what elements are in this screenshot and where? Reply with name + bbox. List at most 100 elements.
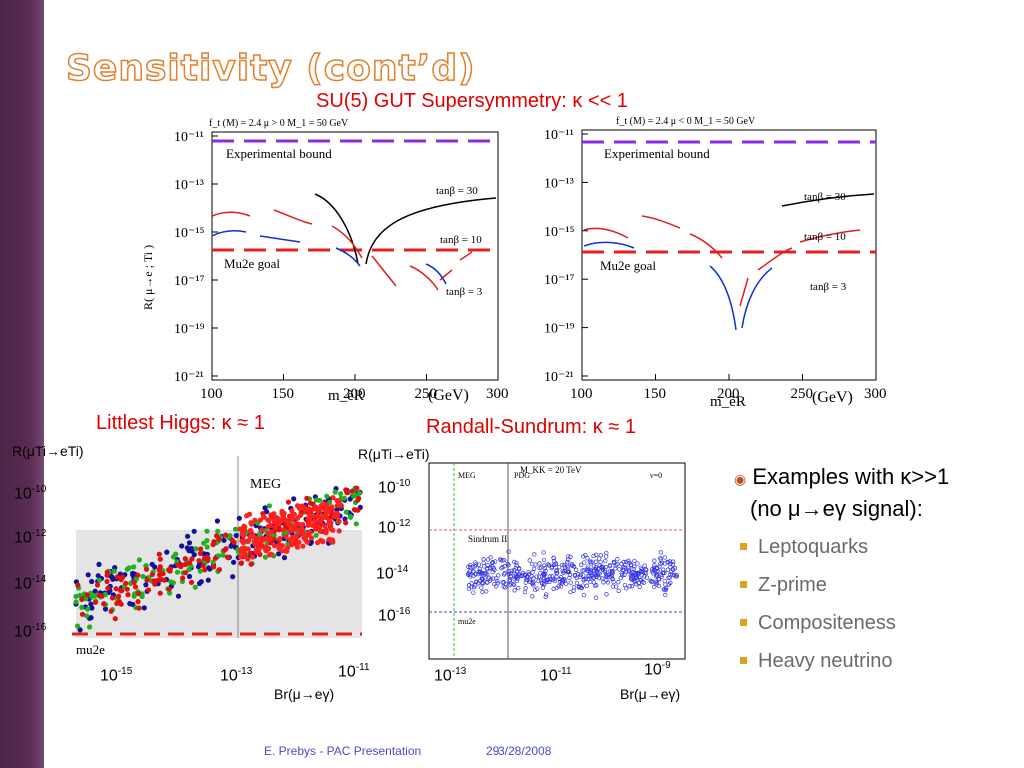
- footer-date: 3/28/2008: [498, 744, 552, 758]
- scatter-point: [85, 606, 91, 612]
- scatter-point: [303, 537, 309, 543]
- rs-point: [632, 558, 637, 564]
- rs-point: [621, 565, 626, 570]
- rs-point: [485, 563, 490, 568]
- scatter-point: [268, 529, 274, 535]
- scatter-point: [255, 548, 261, 554]
- rs-point: [541, 557, 547, 563]
- rs-point: [660, 560, 665, 566]
- rs-point: [566, 554, 571, 559]
- scatter-point: [230, 574, 236, 580]
- rs-point: [643, 570, 649, 576]
- scatter-point: [212, 555, 218, 561]
- rs-point: [603, 564, 609, 570]
- scatter-point: [75, 623, 81, 629]
- exp-bound-label: Experimental bound: [226, 146, 332, 161]
- scatter-point: [333, 511, 339, 517]
- scatter-point: [108, 608, 114, 614]
- rs-point: [494, 576, 499, 581]
- rs-point: [616, 588, 621, 593]
- rs-point: [604, 592, 609, 597]
- x-tick-label: 300: [486, 386, 509, 402]
- scatter-point: [152, 564, 158, 570]
- rs-point: [596, 566, 601, 571]
- scatter-point: [221, 537, 227, 543]
- rs-point: [603, 558, 608, 564]
- slide-title: Sensitivity (cont’d): [65, 47, 476, 90]
- rs-point: [591, 575, 596, 581]
- scatter-point: [344, 490, 350, 496]
- scatter-point: [211, 564, 217, 570]
- rs-point: [650, 569, 655, 574]
- rs-point: [597, 576, 602, 581]
- scatter-point: [355, 507, 361, 513]
- rs-point: [550, 577, 556, 583]
- scatter-point: [293, 520, 299, 526]
- scatter-point: [262, 505, 268, 511]
- rs-point: [544, 579, 549, 585]
- scatter-point: [204, 538, 210, 544]
- scatter-point: [240, 533, 247, 539]
- list-item: Z-prime: [734, 566, 1014, 604]
- rs-point: [617, 567, 622, 572]
- rs-point: [506, 563, 511, 568]
- list-item: Heavy neutrino: [734, 642, 1014, 680]
- curves-blue-right: [583, 241, 773, 331]
- rs-point: [652, 584, 657, 590]
- rs-point: [530, 570, 535, 575]
- rs-pdg-label: PDG: [514, 471, 530, 480]
- rs-point: [554, 570, 559, 576]
- scatter-point: [89, 605, 95, 611]
- rs-point: [496, 573, 501, 578]
- scatter-point: [271, 511, 277, 517]
- scatter-point: [262, 554, 268, 560]
- scatter-points: [73, 485, 363, 633]
- rs-point: [485, 580, 490, 585]
- scatter-point: [237, 526, 243, 532]
- susy-header: SU(5) GUT Supersymmetry: κ << 1: [316, 90, 628, 112]
- scatter-point: [349, 488, 355, 494]
- scatter-point: [197, 568, 203, 574]
- y-tick-label: 10⁻¹¹: [544, 128, 574, 143]
- rs-point: [519, 573, 524, 579]
- rs-point: [517, 573, 522, 578]
- rs-mu2e-label: mu2e: [458, 617, 476, 626]
- rs-point: [581, 573, 586, 578]
- rs-point: [670, 559, 676, 564]
- rs-point: [668, 572, 673, 577]
- scatter-point: [149, 571, 155, 578]
- rs-point: [578, 562, 584, 567]
- scatter-point: [104, 569, 110, 575]
- rs-point: [600, 567, 606, 573]
- rs-point: [581, 592, 587, 598]
- scatter-point: [110, 576, 116, 582]
- scatter-point: [113, 586, 119, 592]
- rs-point: [594, 552, 599, 557]
- rs-point: [619, 561, 624, 567]
- scatter-point: [139, 591, 145, 597]
- rs-point: [526, 569, 531, 575]
- rs-point: [468, 574, 473, 579]
- rs-point: [541, 571, 547, 576]
- rs-point: [636, 570, 642, 576]
- rs-point: [472, 564, 478, 569]
- scatter-point: [236, 515, 242, 521]
- scatter-point: [210, 559, 216, 565]
- scatter-point: [242, 524, 248, 530]
- y-tick-label: 10⁻¹⁵: [174, 226, 205, 241]
- rs-point: [653, 574, 659, 579]
- y-tick-label: 10⁻¹³: [174, 178, 204, 193]
- lh-xtick-0: 10-15: [100, 666, 133, 685]
- scatter-point: [245, 546, 251, 552]
- scatter-point: [102, 606, 109, 612]
- scatter-point: [79, 611, 86, 617]
- scatter-point: [216, 567, 222, 573]
- scatter-point: [306, 511, 312, 517]
- rs-point: [490, 569, 495, 575]
- scatter-point: [223, 546, 229, 552]
- rs-point: [634, 575, 639, 581]
- scatter-point: [241, 553, 247, 559]
- scatter-point: [204, 544, 210, 550]
- scatter-point: [131, 579, 137, 585]
- rs-point: [557, 576, 562, 582]
